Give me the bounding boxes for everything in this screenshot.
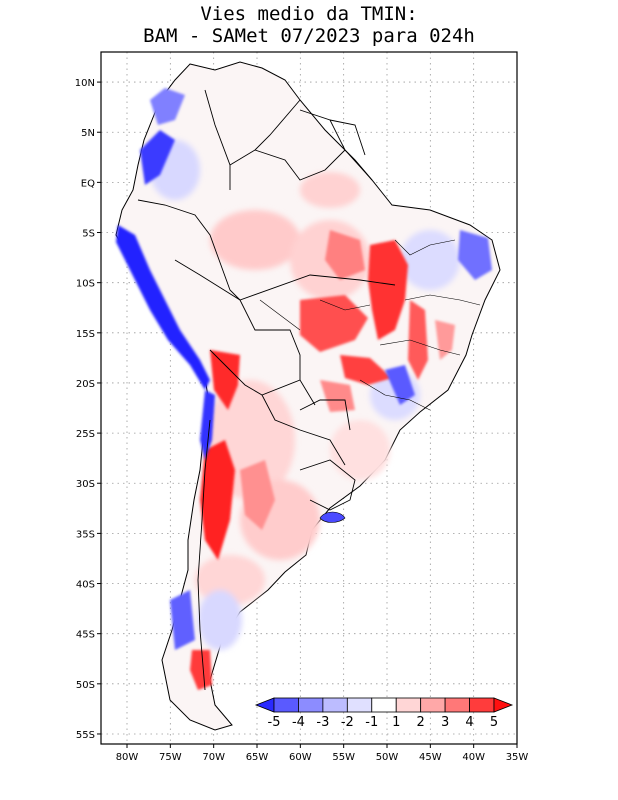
colorbar-label: -4 xyxy=(292,715,305,730)
colorbar-label: -2 xyxy=(341,715,354,730)
bias-field-positive xyxy=(190,230,455,690)
colorbar-label: -1 xyxy=(365,715,378,730)
lon-tick-label: 40W xyxy=(462,752,485,763)
map-title-line2: BAM - SAMet 07/2023 para 024h xyxy=(143,25,475,47)
lat-tick-label: 25S xyxy=(76,429,95,440)
lat-tick-label: 10N xyxy=(75,78,95,89)
lon-tick-label: 50W xyxy=(376,752,399,763)
colorbar-label: -3 xyxy=(316,715,329,730)
colorbar-swatch xyxy=(322,697,348,713)
lat-tick-label: 40S xyxy=(76,580,95,591)
colorbar-swatch xyxy=(420,697,446,713)
colorbar-label: 4 xyxy=(465,715,473,730)
lat-tick-label: 55S xyxy=(76,730,95,741)
map-title-line1: Vies medio da TMIN: xyxy=(200,3,418,25)
colorbar-swatch xyxy=(469,697,495,713)
colorbar-label: 1 xyxy=(392,715,400,730)
lat-tick-label: 10S xyxy=(76,279,95,290)
lon-tick-label: 35W xyxy=(506,752,529,763)
country-borders xyxy=(137,89,396,691)
lat-tick-label: 45S xyxy=(76,630,95,641)
colorbar-swatch xyxy=(273,697,299,713)
lat-tick-label: 15S xyxy=(76,329,95,340)
lon-tick-label: 75W xyxy=(159,752,182,763)
latitude-ticks: 10N 5N EQ 5S 10S 15S 20S 25S 30S 35S 40S 45S 50S 55S xyxy=(75,78,101,741)
colorbar-label: 2 xyxy=(417,715,425,730)
longitude-ticks: 80W 75W 70W 65W 60W 55W 50W 45W 40W 35W xyxy=(116,744,529,763)
state-borders xyxy=(259,239,481,411)
colorbar-label: 5 xyxy=(490,715,498,730)
colorbar-swatch xyxy=(346,697,373,713)
lat-tick-label: 50S xyxy=(76,680,95,691)
colorbar-swatch xyxy=(298,697,324,713)
bias-field-negative xyxy=(116,88,492,650)
lat-tick-label: 30S xyxy=(76,479,95,490)
lon-tick-label: 65W xyxy=(246,752,269,763)
lon-tick-label: 45W xyxy=(419,752,442,763)
lon-tick-label: 80W xyxy=(116,752,139,763)
colorbar-label: 3 xyxy=(441,715,449,730)
colorbar-arrow-high xyxy=(493,697,514,713)
lat-tick-label: 5S xyxy=(82,229,95,240)
lat-tick-label: 35S xyxy=(76,529,95,540)
colorbar: -5 -4 -3 -2 -1 1 2 3 4 5 xyxy=(254,697,514,730)
plot-frame xyxy=(100,51,518,745)
colorbar-swatch xyxy=(444,697,470,713)
lagoon-feature xyxy=(319,511,346,523)
lon-tick-label: 60W xyxy=(289,752,312,763)
lat-tick-label: 20S xyxy=(76,379,95,390)
colorbar-swatch xyxy=(371,697,397,713)
colorbar-swatch xyxy=(395,697,422,713)
lon-tick-label: 55W xyxy=(332,752,355,763)
lat-tick-label: 5N xyxy=(81,128,95,139)
colorbar-label: -5 xyxy=(268,715,281,730)
lon-tick-label: 70W xyxy=(202,752,225,763)
lat-tick-label: EQ xyxy=(81,178,95,189)
